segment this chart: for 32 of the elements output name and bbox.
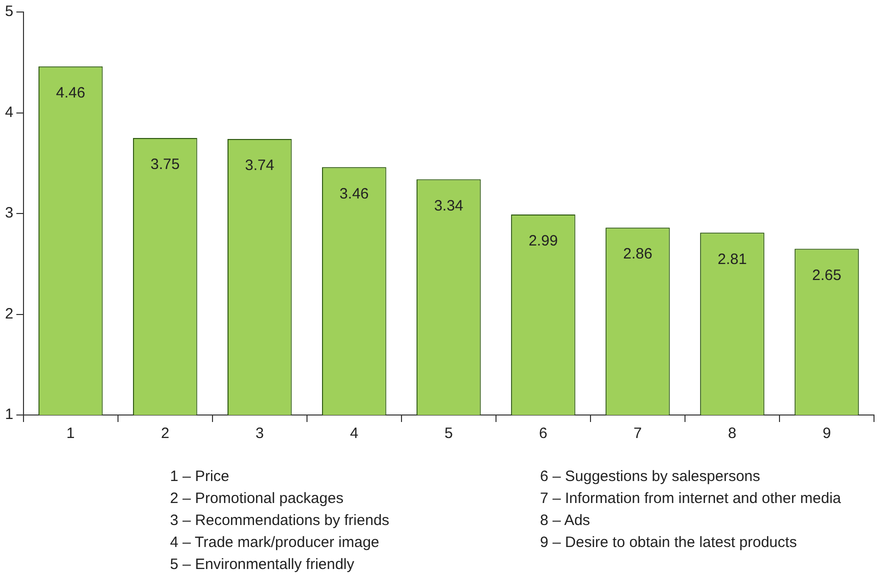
- text: 6 – Suggestions by salespersons: [540, 467, 762, 487]
- text: 5 – Environmentally friendly: [170, 555, 356, 575]
- x-tick-label: 1: [66, 425, 75, 442]
- y-tick-label: 4: [5, 104, 14, 121]
- text: 7 – Information from internet and other media: [540, 489, 842, 509]
- x-tick-label: 9: [822, 425, 831, 442]
- data-label: 2.99: [528, 232, 558, 250]
- y-tick-label: 3: [5, 204, 14, 222]
- y-tick-label: 1: [5, 406, 14, 424]
- data-label: 3.46: [340, 185, 369, 202]
- data-label: 4.46: [56, 84, 86, 102]
- x-tick-label: 4: [350, 425, 358, 442]
- text: 1 – Price: [170, 467, 230, 487]
- text: 8 – Ads: [540, 511, 592, 531]
- text: 2 – Promotional packages: [170, 489, 344, 509]
- x-tick-label: 3: [255, 425, 264, 442]
- y-tick-label: 2: [5, 305, 14, 322]
- data-label: 2.86: [623, 246, 652, 263]
- x-tick-label: 5: [444, 425, 453, 442]
- text: 3 – Recommendations by friends: [170, 511, 390, 531]
- data-label: 2.81: [718, 250, 747, 268]
- data-label: 3.75: [150, 156, 180, 174]
- data-label: 2.65: [812, 266, 842, 284]
- data-label: 3.34: [434, 197, 464, 214]
- x-tick-label: 7: [634, 425, 642, 442]
- x-tick-label: 6: [539, 425, 548, 442]
- x-tick-label: 8: [728, 425, 736, 442]
- x-tick-label: 2: [160, 425, 170, 442]
- text: 4 – Trade mark/producer image: [170, 533, 380, 553]
- data-label: 3.74: [245, 157, 274, 174]
- text: 9 – Desire to obtain the latest products: [540, 533, 798, 553]
- y-tick-label: 5: [5, 3, 14, 20]
